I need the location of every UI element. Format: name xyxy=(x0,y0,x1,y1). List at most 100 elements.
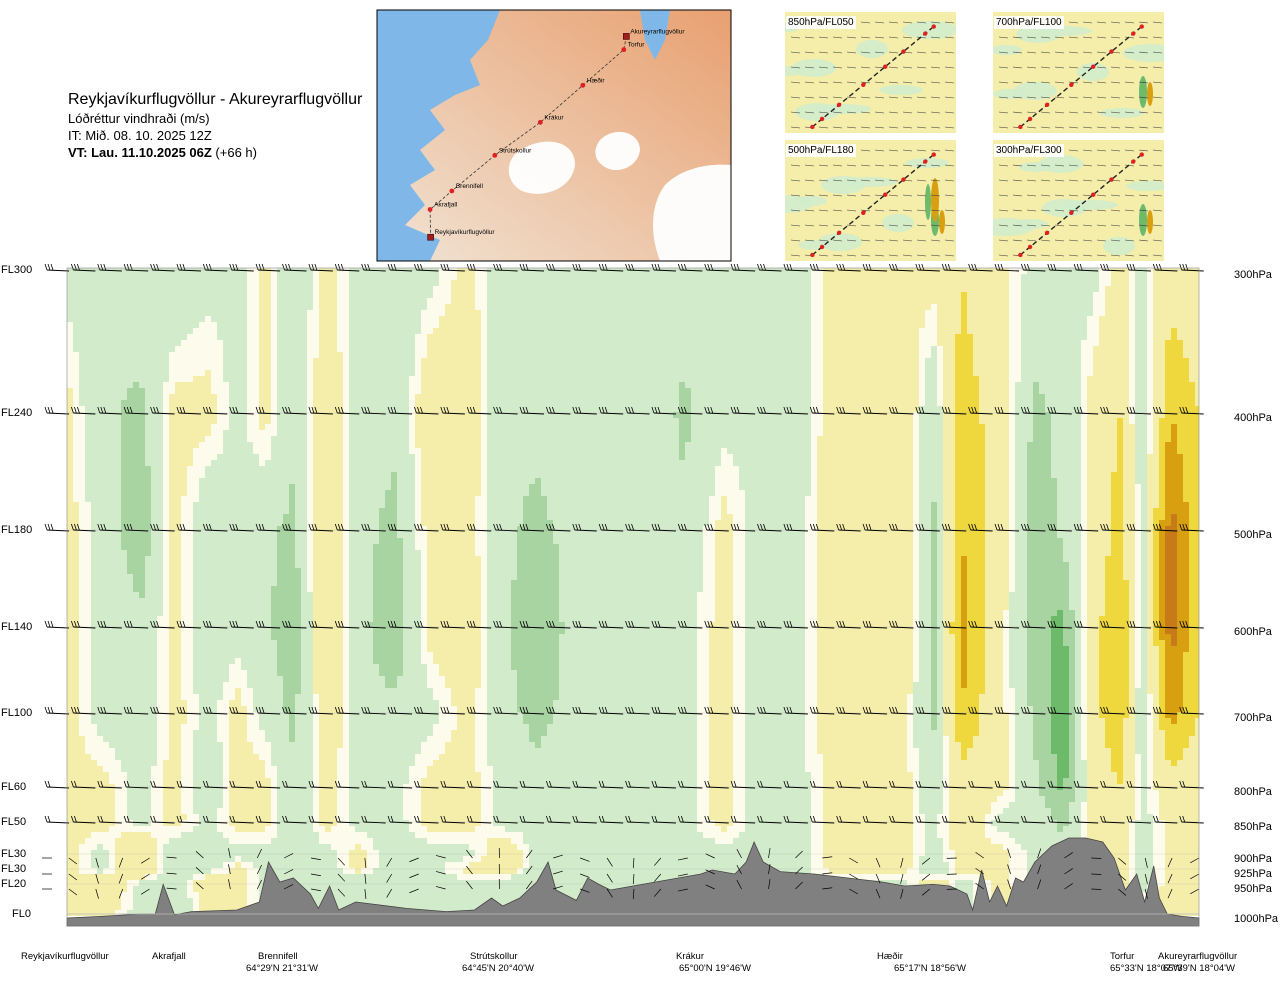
panel-waypoint xyxy=(1027,244,1033,250)
field-cell xyxy=(283,520,289,526)
field-cell xyxy=(151,628,157,634)
field-cell xyxy=(229,346,235,352)
field-cell xyxy=(217,568,223,574)
field-cell xyxy=(145,796,151,802)
panel-wind-barb xyxy=(1012,51,1023,54)
field-cell xyxy=(73,700,79,706)
field-cell xyxy=(295,460,301,466)
field-cell xyxy=(205,682,211,688)
field-cell xyxy=(223,676,229,682)
field-cell xyxy=(67,640,73,646)
field-cell xyxy=(283,616,289,622)
field-cell xyxy=(277,466,283,472)
panel-wind-barb xyxy=(1110,96,1121,99)
panel-wind-barb xyxy=(874,224,885,227)
field-cell xyxy=(205,850,211,856)
field-cell xyxy=(259,292,265,298)
field-cell xyxy=(73,574,79,580)
field-cell xyxy=(157,364,163,370)
field-cell xyxy=(91,436,97,442)
field-cell xyxy=(109,802,115,808)
field-cell xyxy=(121,898,127,904)
field-cell xyxy=(223,520,229,526)
field-cell xyxy=(127,454,133,460)
field-cell xyxy=(199,760,205,766)
field-cell xyxy=(235,502,241,508)
field-cell xyxy=(187,616,193,622)
field-cell xyxy=(199,634,205,640)
field-cell xyxy=(121,376,127,382)
panel-field-patch xyxy=(1100,108,1144,118)
field-cell xyxy=(289,454,295,460)
panel-wind-barb xyxy=(1040,111,1051,114)
field-cell xyxy=(241,526,247,532)
field-cell xyxy=(79,754,85,760)
panel-route-line xyxy=(811,25,935,128)
field-cell xyxy=(307,442,313,448)
field-cell xyxy=(103,730,109,736)
field-cell xyxy=(157,640,163,646)
field-cell xyxy=(229,514,235,520)
field-cell xyxy=(211,892,217,898)
field-cell xyxy=(145,802,151,808)
field-cell xyxy=(211,454,217,460)
field-cell xyxy=(79,850,85,856)
field-cell xyxy=(67,802,73,808)
field-cell xyxy=(313,670,319,676)
field-cell xyxy=(169,568,175,574)
field-cell xyxy=(115,712,121,718)
field-cell xyxy=(79,712,85,718)
field-cell xyxy=(133,838,139,844)
field-cell xyxy=(109,748,115,754)
field-cell xyxy=(307,490,313,496)
field-cell xyxy=(181,544,187,550)
field-cell xyxy=(241,514,247,520)
panel-wind-barb xyxy=(846,239,857,242)
field-cell xyxy=(277,574,283,580)
field-cell xyxy=(199,574,205,580)
field-cell xyxy=(187,790,193,796)
field-cell xyxy=(133,400,139,406)
field-cell xyxy=(67,652,73,658)
field-cell xyxy=(181,412,187,418)
field-cell xyxy=(151,466,157,472)
field-cell xyxy=(301,616,307,622)
field-cell xyxy=(259,526,265,532)
field-cell xyxy=(67,742,73,748)
field-cell xyxy=(121,406,127,412)
field-cell xyxy=(289,424,295,430)
field-cell xyxy=(199,898,205,904)
field-cell xyxy=(115,688,121,694)
field-cell xyxy=(247,676,253,682)
field-cell xyxy=(169,502,175,508)
field-cell xyxy=(307,682,313,688)
field-cell xyxy=(301,844,307,850)
field-cell xyxy=(127,880,133,886)
field-cell xyxy=(307,346,313,352)
field-cell xyxy=(91,466,97,472)
field-cell xyxy=(277,412,283,418)
field-cell xyxy=(241,706,247,712)
field-cell xyxy=(157,586,163,592)
field-cell xyxy=(139,304,145,310)
field-cell xyxy=(265,838,271,844)
field-cell xyxy=(229,388,235,394)
field-cell xyxy=(265,820,271,826)
panel-wind-barb xyxy=(1138,164,1149,167)
field-cell xyxy=(199,808,205,814)
field-cell xyxy=(181,718,187,724)
field-cell xyxy=(295,418,301,424)
field-cell xyxy=(193,520,199,526)
field-cell xyxy=(91,862,97,868)
field-cell xyxy=(235,712,241,718)
field-cell xyxy=(127,766,133,772)
field-cell xyxy=(85,448,91,454)
field-cell xyxy=(313,352,319,358)
field-cell xyxy=(145,382,151,388)
field-cell xyxy=(217,808,223,814)
field-cell xyxy=(307,562,313,568)
panel-wind-barb xyxy=(944,81,955,84)
panel-wind-barb xyxy=(930,36,941,39)
field-cell xyxy=(247,724,253,730)
panel-wind-barb xyxy=(790,66,801,69)
